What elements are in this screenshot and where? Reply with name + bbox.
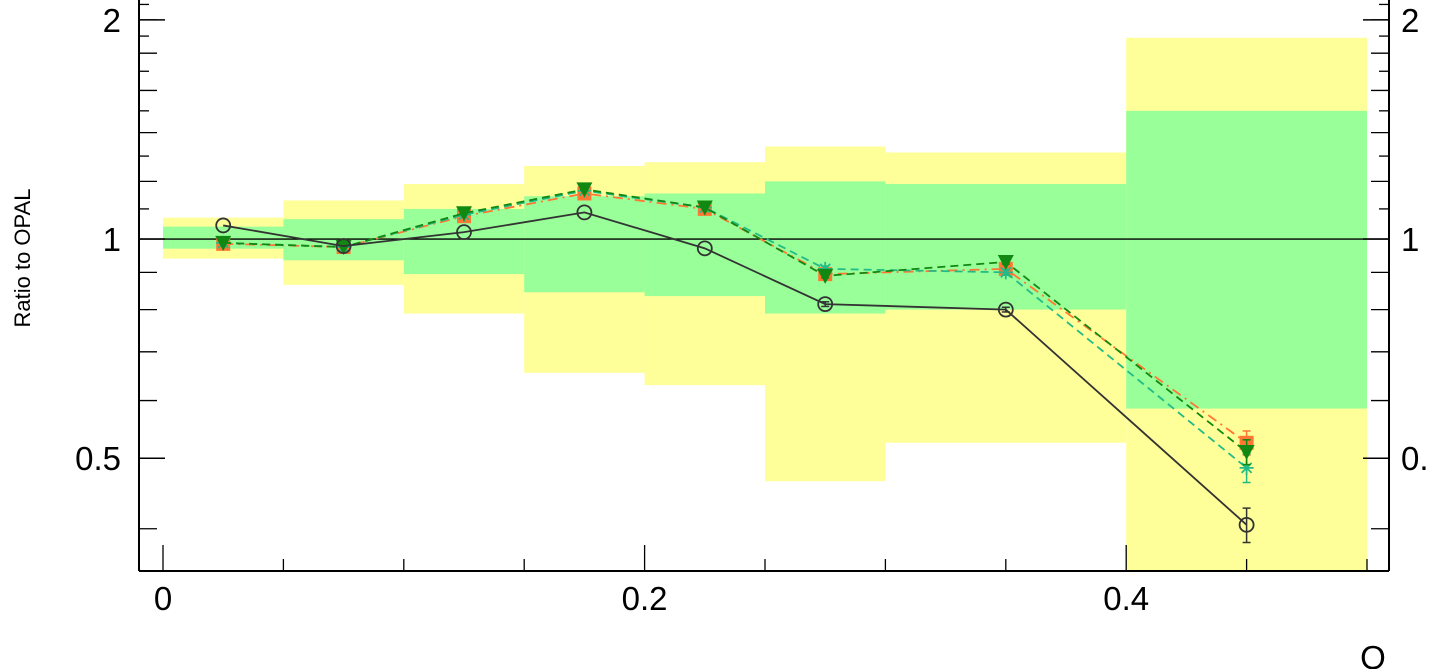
axes: 0.5 0. 1 1 2 2 0 0.2 0.4 xyxy=(75,0,1429,617)
data-point xyxy=(817,296,834,313)
data-point xyxy=(335,240,352,256)
data-series xyxy=(215,182,1255,544)
data-point xyxy=(215,217,232,234)
y-tick-label: 1 xyxy=(103,221,121,258)
series-line xyxy=(223,192,1248,444)
data-point xyxy=(456,224,472,241)
data-point xyxy=(696,240,713,257)
y-tick-label: 0.5 xyxy=(75,440,121,477)
y-tick-label-right: 1 xyxy=(1401,221,1419,258)
data-point xyxy=(997,301,1014,318)
x-tick-label: 0 xyxy=(154,580,172,617)
y-tick-label: 2 xyxy=(103,2,121,39)
data-point xyxy=(456,206,472,222)
inner-band-bin xyxy=(1126,110,1367,409)
series-open-circle xyxy=(215,204,1255,544)
data-point xyxy=(818,261,833,276)
y-tick-label-right: 2 xyxy=(1401,2,1419,39)
data-point xyxy=(1238,444,1255,460)
data-point xyxy=(998,265,1013,280)
series-line xyxy=(223,211,1248,526)
y-axis-label: Ratio to OPAL xyxy=(10,189,35,328)
data-point xyxy=(997,254,1014,270)
series-line xyxy=(223,188,1248,453)
uncertainty-bands xyxy=(163,37,1367,571)
data-point xyxy=(696,200,713,216)
y-tick-label-right: 0. xyxy=(1401,440,1429,477)
data-point xyxy=(576,182,593,198)
x-axis-label: O xyxy=(1360,639,1386,669)
data-point xyxy=(335,238,352,254)
x-tick-label: 0.2 xyxy=(622,580,668,617)
data-point xyxy=(1239,460,1254,475)
data-point xyxy=(576,204,593,221)
data-point xyxy=(817,268,834,284)
inner-band-bin xyxy=(524,196,645,293)
data-point xyxy=(215,235,232,251)
series-triangle-down xyxy=(215,182,1255,466)
inner-band-bin xyxy=(885,184,1127,310)
data-point xyxy=(1238,516,1255,533)
x-tick-label: 0.4 xyxy=(1103,580,1149,617)
